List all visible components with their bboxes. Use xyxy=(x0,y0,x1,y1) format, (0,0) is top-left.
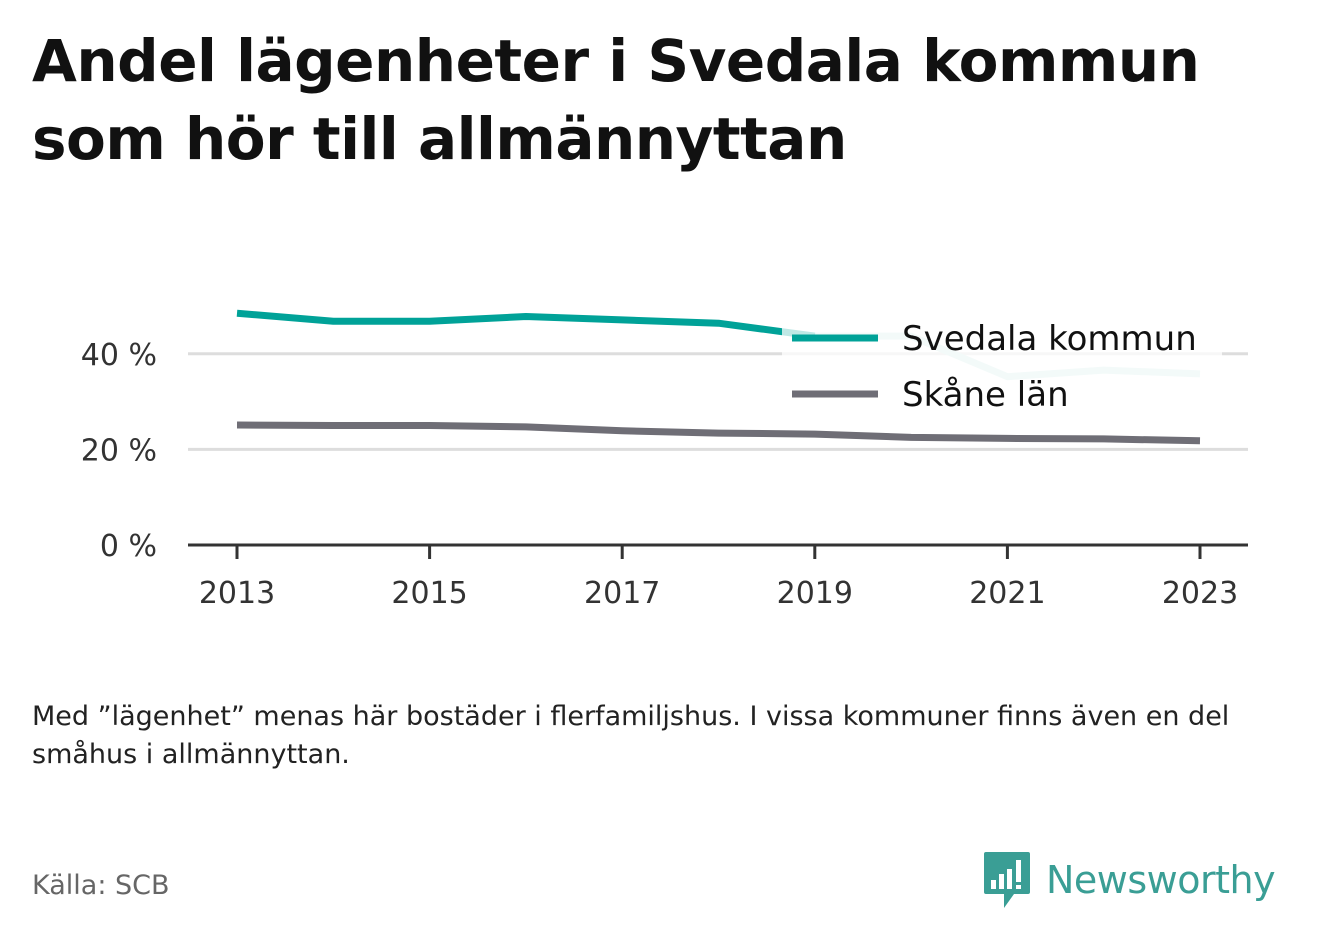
x-tick-label: 2015 xyxy=(391,576,467,611)
x-tick-label: 2017 xyxy=(584,576,660,611)
y-tick-label: 0 % xyxy=(100,529,157,564)
y-tick-label: 40 % xyxy=(81,338,157,373)
legend: Svedala kommun Skåne län xyxy=(782,314,1222,418)
x-tick-label: 2019 xyxy=(777,576,853,611)
brand-logo: Newsworthy xyxy=(982,850,1276,910)
legend-label: Svedala kommun xyxy=(902,319,1197,359)
source-label: Källa: SCB xyxy=(32,870,170,901)
x-tick-label: 2023 xyxy=(1162,576,1238,611)
chart-title: Andel lägenheter i Svedala kommun som hö… xyxy=(32,27,1200,173)
footnote: Med ”lägenhet” menas här bostäder i fler… xyxy=(32,701,1230,770)
x-tick-label: 2013 xyxy=(199,576,275,611)
legend-label: Skåne län xyxy=(902,375,1069,415)
series-line-skane xyxy=(236,421,1201,445)
y-tick-label: 20 % xyxy=(81,433,157,468)
x-axis-ticks: 2013 2015 2017 2019 2021 2023 xyxy=(199,545,1238,611)
y-axis-ticks: 0 % 20 % 40 % xyxy=(81,338,157,564)
x-tick-label: 2021 xyxy=(969,576,1045,611)
series-line-svedala xyxy=(236,309,816,340)
legend-background xyxy=(782,314,1222,418)
newsworthy-logo-icon xyxy=(984,852,1030,908)
line-chart: 0 % 20 % 40 % 2013 2015 2017 2019 2021 2023 Sve… xyxy=(81,309,1248,611)
brand-name: Newsworthy xyxy=(1046,858,1276,902)
